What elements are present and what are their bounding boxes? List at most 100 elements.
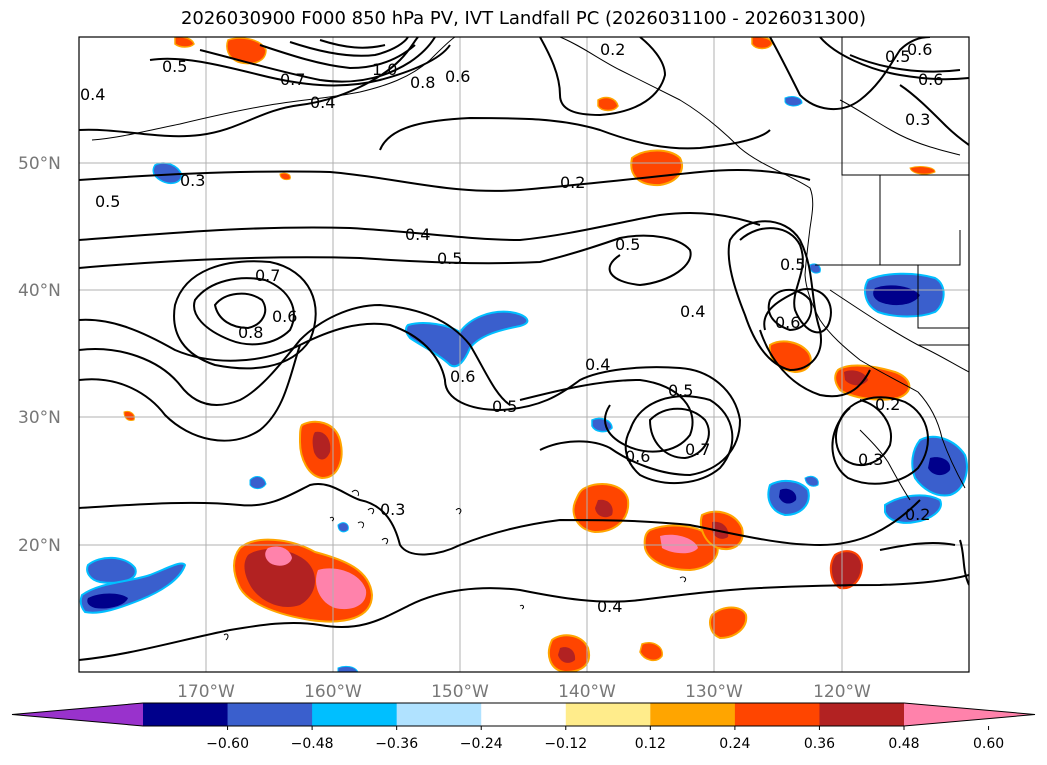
positive-anomaly-patch [709, 606, 748, 640]
contour-label: 0.5 [162, 57, 187, 76]
contour-label: 0.5 [492, 397, 517, 416]
contour-label: 1.0 [372, 60, 397, 79]
contour-label: 0.7 [685, 440, 710, 459]
colorbar-extend-high [904, 703, 1035, 726]
positive-anomaly-patch [226, 37, 267, 65]
contour-label: 0.6 [907, 40, 932, 59]
positive-anomaly-patch [244, 548, 316, 608]
lon-label-130w: 130°W [685, 682, 743, 702]
contour-label: 0.4 [80, 85, 105, 104]
negative-anomaly-patch [404, 310, 529, 368]
lon-label-140w: 140°W [558, 682, 616, 702]
positive-anomaly-patch [639, 642, 663, 662]
negative-anomaly-patch [152, 162, 183, 185]
colorbar-swatch [734, 703, 820, 726]
contour-label: 0.7 [280, 70, 305, 89]
colorbar-tick-label: −0.60 [206, 736, 249, 752]
contour-label: 0.4 [405, 225, 430, 244]
map-area [79, 37, 969, 672]
negative-anomaly-patch [337, 665, 359, 672]
negative-anomaly-patch [884, 494, 942, 524]
colorbar-tick-label: 0.36 [804, 736, 835, 752]
contour-label: 0.2 [600, 40, 625, 59]
colorbar-swatch [819, 703, 905, 726]
negative-anomaly-patch [87, 593, 128, 609]
contour-label: 0.5 [615, 235, 640, 254]
positive-anomaly-patch [597, 96, 619, 112]
lon-label-150w: 150°W [431, 682, 489, 702]
contour-label: 0.4 [585, 355, 610, 374]
colorbar-tick-label: 0.48 [888, 736, 919, 752]
positive-anomaly-patch [829, 550, 864, 590]
contour-label: 0.4 [310, 93, 335, 112]
contour-label: 0.2 [875, 395, 900, 414]
lat-label-30n: 30°N [18, 408, 61, 428]
map-title: 2026030900 F000 850 hPa PV, IVT Landfall… [180, 8, 867, 29]
positive-anomaly-patch [279, 172, 291, 181]
positive-anomaly-patch [751, 37, 773, 50]
colorbar-swatch [565, 703, 651, 726]
colorbar-swatch [396, 703, 482, 726]
contour-label: 0.6 [450, 367, 475, 386]
positive-anomaly-patch [630, 149, 683, 187]
contour-label: 0.5 [780, 255, 805, 274]
negative-anomaly-patch [784, 96, 803, 107]
lat-label-20n: 20°N [18, 536, 61, 556]
contour-label: 0.5 [95, 192, 120, 211]
positive-anomaly-patch [558, 647, 576, 663]
contour-label: 0.3 [905, 110, 930, 129]
lat-label-40n: 40°N [18, 281, 61, 301]
coastlines [91, 37, 969, 501]
colorbar-tick-label: −0.12 [544, 736, 587, 752]
contour-label: 0.4 [597, 597, 622, 616]
lon-label-120w: 120°W [813, 682, 871, 702]
colorbar-swatch [481, 703, 567, 726]
contour-label: 0.6 [918, 70, 943, 89]
negative-anomaly-patch [779, 488, 797, 504]
positive-anomaly-patch [315, 568, 367, 610]
contour-label: 0.5 [437, 249, 462, 268]
colorbar-outline [11, 702, 1036, 727]
colorbar-tick-label: −0.36 [375, 736, 418, 752]
map-frame [78, 36, 970, 673]
contour-label: 0.8 [238, 323, 263, 342]
contour-label: 0.5 [885, 47, 910, 66]
negative-anomaly-patch [249, 476, 267, 490]
contour-label: 0.6 [272, 307, 297, 326]
lon-label-160w: 160°W [304, 682, 362, 702]
positive-anomaly-patch [312, 431, 331, 460]
negative-anomaly-patch [804, 475, 819, 487]
contour-label: 0.3 [380, 500, 405, 519]
contour-label: 0.3 [858, 450, 883, 469]
contour-label: 0.5 [668, 381, 693, 400]
colorbar-tick-label: 0.12 [635, 736, 666, 752]
negative-anomaly-patch [809, 263, 821, 274]
contour-labels: 0.5 0.4 0.7 0.8 0.6 1.0 0.3 0.2 0.5 0.4 … [80, 40, 943, 616]
pc-fill-patches [79, 37, 968, 672]
contour-label: 0.7 [255, 266, 280, 285]
colorbar-swatch [312, 703, 398, 726]
negative-anomaly-patch [928, 457, 951, 476]
positive-anomaly-patch [660, 534, 698, 554]
contour-label: 0.6 [775, 313, 800, 332]
contour-label: 0.4 [680, 302, 705, 321]
colorbar-tick-label: −0.24 [460, 736, 503, 752]
contour-label: 0.6 [625, 447, 650, 466]
colorbar-tick-label: 0.24 [719, 736, 750, 752]
lon-label-170w: 170°W [177, 682, 235, 702]
colorbar-tick-label: 0.60 [973, 736, 1004, 752]
colorbar: −0.60 −0.48 −0.36 −0.24 −0.12 0.12 0.24 0.36 0.4… [11, 702, 1036, 752]
contour-label: 0.6 [445, 67, 470, 86]
lat-label-50n: 50°N [18, 154, 61, 174]
colorbar-extend-low [12, 703, 143, 726]
positive-anomaly-patch [909, 166, 936, 175]
contour-label: 0.2 [560, 173, 585, 192]
contour-label: 0.8 [410, 73, 435, 92]
colorbar-swatch [650, 703, 736, 726]
colorbar-swatch [143, 703, 229, 726]
negative-anomaly-patch [86, 556, 137, 584]
negative-anomaly-patch [337, 522, 349, 533]
island-specks [223, 489, 687, 641]
contour-label: 0.2 [905, 505, 930, 524]
